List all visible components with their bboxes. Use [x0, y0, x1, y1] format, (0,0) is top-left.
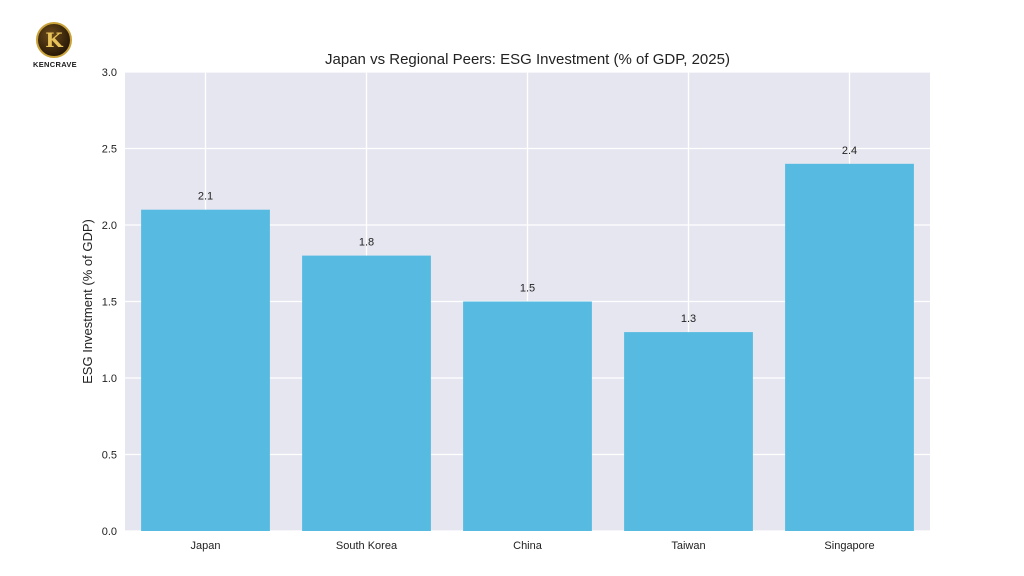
y-tick-label: 0.0: [102, 526, 117, 538]
x-tick-label: Japan: [191, 540, 221, 552]
y-tick-label: 2.0: [102, 220, 117, 232]
logo-text: KENCRAVE: [33, 60, 77, 69]
x-tick-label: Singapore: [824, 540, 874, 552]
data-label: 1.8: [359, 237, 374, 249]
bar-china: [463, 301, 592, 531]
y-tick-label: 1.5: [102, 297, 117, 309]
x-tick-label: China: [513, 540, 543, 552]
x-tick-labels: Japan South Korea China Taiwan Singapore: [191, 540, 875, 552]
bar-taiwan: [624, 332, 753, 531]
logo-letter: K: [45, 28, 63, 52]
data-label: 1.5: [520, 283, 535, 295]
y-tick-labels: 0.0 0.5 1.0 1.5 2.0 2.5 3.0: [102, 67, 117, 538]
logo-emblem: K: [36, 22, 72, 58]
data-label: 1.3: [681, 313, 696, 325]
brand-logo: K KENCRAVE: [30, 22, 80, 74]
chart-title: Japan vs Regional Peers: ESG Investment …: [325, 51, 730, 68]
bar-south-korea: [302, 255, 431, 531]
data-labels: 2.1 1.8 1.5 1.3 2.4: [198, 145, 857, 325]
y-axis-label: ESG Investment (% of GDP): [80, 219, 95, 384]
y-tick-label: 3.0: [102, 67, 117, 79]
bar-japan: [141, 209, 270, 531]
y-tick-label: 2.5: [102, 144, 117, 156]
y-tick-label: 1.0: [102, 373, 117, 385]
data-label: 2.1: [198, 191, 213, 203]
data-label: 2.4: [842, 145, 857, 157]
y-tick-label: 0.5: [102, 450, 117, 462]
bars: [141, 163, 914, 532]
bar-singapore: [785, 163, 914, 532]
x-tick-label: South Korea: [336, 540, 398, 552]
x-tick-label: Taiwan: [671, 540, 705, 552]
